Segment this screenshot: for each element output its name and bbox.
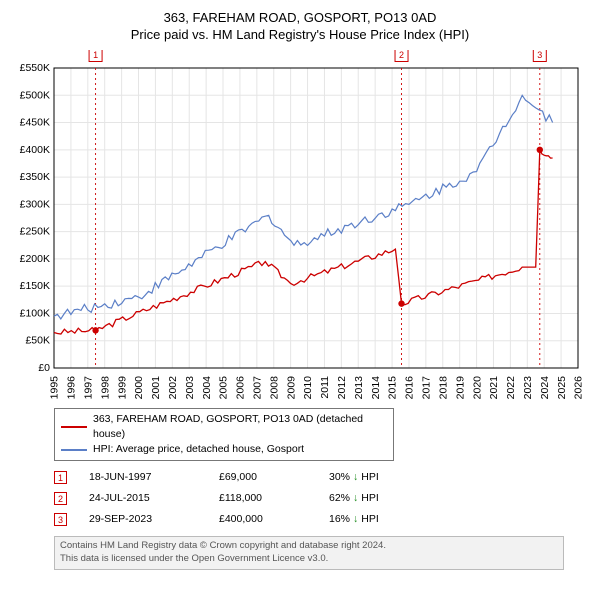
price-hpi-chart-container: 363, FAREHAM ROAD, GOSPORT, PO13 0AD Pri…: [0, 0, 600, 590]
y-tick-label: £400K: [20, 144, 50, 156]
x-tick-label: 2019: [454, 376, 466, 400]
x-tick-label: 2013: [353, 376, 365, 400]
x-tick-label: 2018: [437, 376, 449, 400]
x-tick-label: 1998: [99, 376, 111, 400]
event-date: 29-SEP-2023: [89, 509, 219, 530]
x-tick-label: 2009: [285, 376, 297, 400]
event-pct-value: 62%: [329, 488, 350, 509]
event-pct: 30%↓HPI: [329, 467, 379, 488]
event-price: £69,000: [219, 467, 329, 488]
event-price: £400,000: [219, 509, 329, 530]
event-suffix: HPI: [361, 509, 379, 530]
legend-swatch: [61, 426, 87, 428]
event-pct-value: 16%: [329, 509, 350, 530]
event-pct-value: 30%: [329, 467, 350, 488]
x-tick-label: 2012: [336, 376, 348, 400]
legend-label: HPI: Average price, detached house, Gosp…: [93, 442, 304, 457]
y-tick-label: £150K: [20, 280, 50, 292]
y-tick-label: £450K: [20, 116, 50, 128]
x-tick-label: 2011: [319, 376, 331, 399]
x-tick-label: 2000: [133, 376, 145, 400]
x-tick-label: 2008: [268, 376, 280, 400]
x-tick-label: 2010: [302, 376, 314, 400]
x-tick-label: 2004: [201, 376, 213, 400]
series-point: [92, 327, 98, 333]
event-suffix: HPI: [361, 467, 379, 488]
series-point: [398, 300, 404, 306]
x-tick-label: 2005: [218, 376, 230, 400]
x-tick-label: 2022: [505, 376, 517, 400]
event-marker: 3: [54, 513, 67, 526]
event-marker-label: 1: [93, 50, 98, 60]
x-tick-label: 1997: [82, 376, 94, 400]
y-tick-label: £50K: [25, 335, 50, 347]
x-tick-label: 2023: [522, 376, 534, 400]
x-tick-label: 2015: [387, 376, 399, 400]
event-row: 2 24-JUL-2015£118,00062%↓HPI: [54, 488, 576, 509]
chart-title-sub: Price paid vs. HM Land Registry's House …: [12, 27, 588, 44]
arrow-icon: ↓: [353, 467, 358, 488]
x-tick-label: 2001: [150, 376, 162, 400]
x-tick-label: 1996: [66, 376, 78, 400]
y-tick-label: £550K: [20, 62, 50, 74]
x-tick-label: 2024: [539, 376, 551, 400]
event-date: 18-JUN-1997: [89, 467, 219, 488]
event-marker-label: 2: [399, 50, 404, 60]
chart-title-main: 363, FAREHAM ROAD, GOSPORT, PO13 0AD: [12, 10, 588, 27]
events-table: 118-JUN-1997£69,00030%↓HPI224-JUL-2015£1…: [54, 467, 576, 530]
y-tick-label: £250K: [20, 225, 50, 237]
arrow-icon: ↓: [353, 488, 358, 509]
event-suffix: HPI: [361, 488, 379, 509]
y-tick-label: £0: [38, 362, 50, 374]
event-price: £118,000: [219, 488, 329, 509]
event-date: 24-JUL-2015: [89, 488, 219, 509]
y-tick-label: £100K: [20, 307, 50, 319]
event-row: 1 18-JUN-1997£69,00030%↓HPI: [54, 467, 576, 488]
x-tick-label: 2020: [471, 376, 483, 400]
arrow-icon: ↓: [353, 509, 358, 530]
x-tick-label: 2021: [488, 376, 500, 400]
event-marker-label: 3: [537, 50, 542, 60]
series-point: [537, 146, 543, 152]
x-tick-label: 2017: [421, 376, 433, 400]
title-block: 363, FAREHAM ROAD, GOSPORT, PO13 0AD Pri…: [12, 10, 588, 44]
x-tick-label: 2002: [167, 376, 179, 400]
footer-line1: Contains HM Land Registry data © Crown c…: [60, 540, 558, 553]
event-marker: 1: [54, 471, 67, 484]
event-pct: 62%↓HPI: [329, 488, 379, 509]
x-tick-label: 1995: [49, 376, 61, 400]
x-tick-label: 2006: [235, 376, 247, 400]
x-tick-label: 2025: [556, 376, 568, 400]
footer-line2: This data is licensed under the Open Gov…: [60, 553, 558, 566]
footer-attribution: Contains HM Land Registry data © Crown c…: [54, 536, 564, 570]
y-tick-label: £500K: [20, 89, 50, 101]
event-pct: 16%↓HPI: [329, 509, 379, 530]
legend-row: HPI: Average price, detached house, Gosp…: [61, 442, 387, 457]
y-tick-label: £300K: [20, 198, 50, 210]
event-row: 3 29-SEP-2023£400,00016%↓HPI: [54, 509, 576, 530]
x-tick-label: 2007: [252, 376, 264, 400]
y-tick-label: £200K: [20, 253, 50, 265]
x-tick-label: 2003: [184, 376, 196, 400]
y-tick-label: £350K: [20, 171, 50, 183]
event-marker: 2: [54, 492, 67, 505]
plot-svg: £0 £50K £100K £150K £200K £250K £300K £350K £400…: [12, 50, 588, 418]
x-tick-label: 2026: [573, 376, 585, 400]
plot-area: £0 £50K £100K £150K £200K £250K £300K £350K £400…: [12, 50, 588, 400]
x-tick-label: 2016: [404, 376, 416, 400]
x-tick-label: 1999: [116, 376, 128, 400]
legend-swatch: [61, 449, 87, 451]
x-tick-label: 2014: [370, 376, 382, 400]
